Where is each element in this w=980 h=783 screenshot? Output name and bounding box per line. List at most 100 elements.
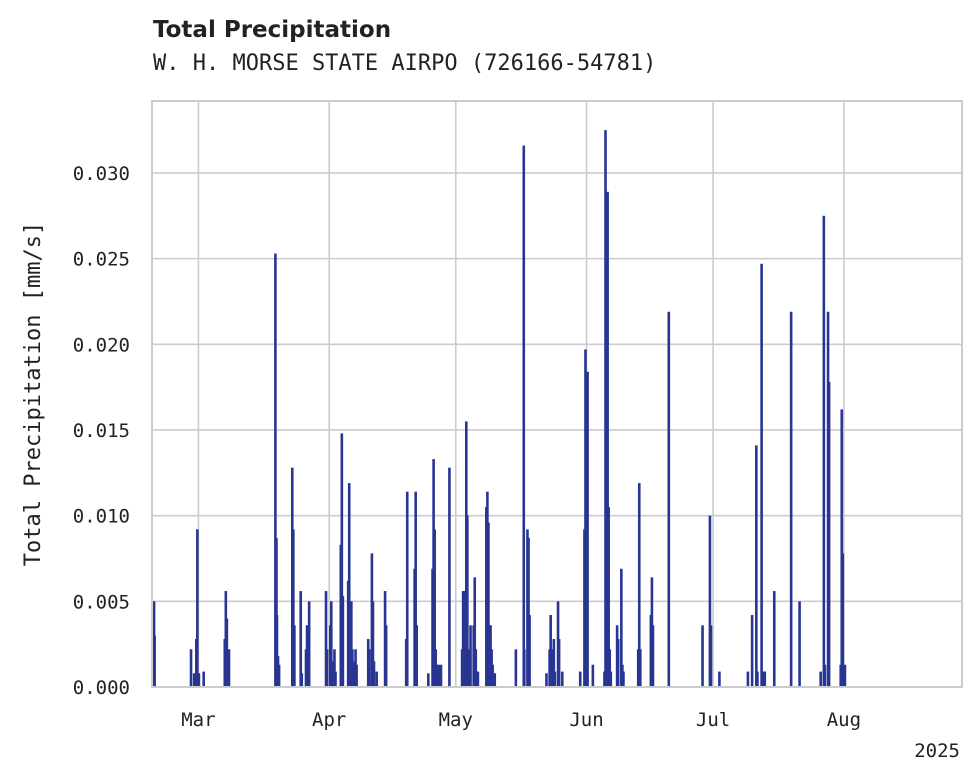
precipitation-bar	[578, 671, 582, 687]
precipitation-bar	[514, 649, 518, 687]
precipitation-bar	[448, 467, 451, 687]
precipitation-bar	[528, 615, 531, 687]
precipitation-bar	[202, 671, 205, 687]
precipitation-bar	[840, 409, 844, 687]
precipitation-bar	[437, 664, 441, 687]
precipitation-bar	[277, 664, 281, 687]
precipitation-bar	[476, 671, 480, 687]
y-tick-label: 0.000	[73, 677, 130, 699]
precipitation-bar	[305, 625, 309, 687]
precipitation-bar	[299, 591, 303, 687]
x-offset-label: 2025	[914, 740, 960, 762]
precipitation-bar	[756, 671, 759, 687]
precipitation-bar	[616, 639, 620, 687]
precipitation-bar	[334, 671, 337, 687]
precipitation-bar	[355, 664, 358, 687]
precipitation-bar	[557, 639, 561, 687]
precipitation-bar	[606, 191, 609, 687]
precipitation-bar	[553, 671, 557, 687]
precipitation-bar	[384, 625, 388, 687]
precipitation-bar	[584, 349, 587, 687]
precipitation-bar	[560, 671, 564, 687]
precipitation-bar	[325, 649, 329, 687]
precipitation-bar	[622, 671, 625, 687]
precipitation-bar	[620, 568, 623, 687]
y-tick-label: 0.015	[73, 420, 130, 442]
precipitation-bar	[822, 215, 826, 688]
precipitation-bar	[718, 671, 721, 687]
x-tick-label: Apr	[312, 709, 346, 731]
precipitation-bar	[466, 515, 469, 687]
precipitation-bar	[667, 311, 671, 687]
precipitation-bar	[433, 529, 436, 687]
precipitation-bar	[637, 483, 641, 687]
x-tick-label: Mar	[181, 709, 215, 731]
precipitation-bar	[827, 382, 831, 687]
chart-subtitle: W. H. MORSE STATE AIRPO (726166-54781)	[153, 51, 657, 76]
precipitation-bar	[275, 537, 278, 687]
precipitation-bar	[493, 673, 497, 687]
precipitation-bar	[192, 673, 196, 687]
precipitation-bar	[274, 253, 277, 687]
precipitation-bar	[755, 445, 758, 687]
precipitation-bar	[586, 371, 589, 687]
precipitation-bar	[746, 671, 750, 687]
precipitation-bar	[522, 145, 526, 688]
precipitation-bar	[414, 491, 417, 687]
precipitation-bar	[709, 625, 713, 687]
precipitation-bar	[375, 671, 378, 687]
precipitation-bar	[367, 649, 371, 687]
precipitation-bar	[292, 529, 295, 687]
precipitation-bar	[841, 553, 845, 687]
y-tick-label: 0.025	[73, 249, 130, 271]
x-tick-label: May	[439, 709, 473, 731]
y-tick-label: 0.020	[73, 334, 130, 356]
precipitation-bar	[608, 649, 612, 687]
y-tick-label: 0.030	[73, 163, 130, 185]
precipitation-bar	[491, 664, 494, 687]
precipitation-bar	[371, 601, 375, 687]
precipitation-bar	[347, 483, 351, 687]
precipitation-bar	[405, 491, 409, 687]
precipitation-bar	[609, 671, 613, 687]
precipitation-bar	[415, 625, 419, 687]
precipitation-bar	[527, 537, 530, 687]
precipitation-bar	[545, 673, 548, 687]
precipitation-bar	[324, 591, 328, 687]
precipitation-bar	[604, 130, 607, 687]
precipitation-bar	[591, 664, 595, 687]
precipitation-bar	[760, 263, 763, 687]
chart-title: Total Precipitation	[153, 17, 392, 43]
precipitation-bar	[352, 661, 355, 687]
precipitation-bar	[196, 529, 199, 687]
precipitation-bar	[372, 661, 376, 687]
precipitation-bar	[487, 522, 490, 687]
x-tick-label: Jun	[569, 709, 603, 731]
precipitation-bar	[439, 664, 443, 687]
precipitation-bar	[341, 596, 345, 687]
precipitation-bars	[152, 130, 847, 688]
precipitation-bar	[552, 639, 556, 687]
precipitation-bar	[435, 664, 439, 687]
y-tick-label: 0.010	[73, 506, 130, 528]
x-tick-labels: Mar Apr May Jun Jul Aug	[181, 709, 861, 731]
precipitation-bar	[329, 601, 333, 687]
precipitation-bar	[549, 615, 552, 687]
precipitation-bar	[340, 433, 344, 687]
precipitation-bar	[639, 649, 642, 687]
precipitation-bar	[819, 671, 822, 687]
precipitation-bar	[789, 311, 793, 687]
precipitation-bar	[227, 649, 231, 687]
x-tick-label: Aug	[827, 709, 861, 731]
precipitation-bar	[651, 625, 655, 687]
precipitation-bar	[823, 664, 827, 687]
precipitation-bar	[469, 625, 472, 687]
precipitation-bar	[293, 625, 296, 687]
precipitation-bar	[427, 673, 430, 687]
precipitation-bar	[350, 601, 353, 687]
precipitation-bar	[333, 649, 336, 687]
precipitation-bar	[331, 661, 334, 687]
precipitation-bar	[708, 515, 712, 687]
precipitation-bar	[197, 673, 201, 687]
